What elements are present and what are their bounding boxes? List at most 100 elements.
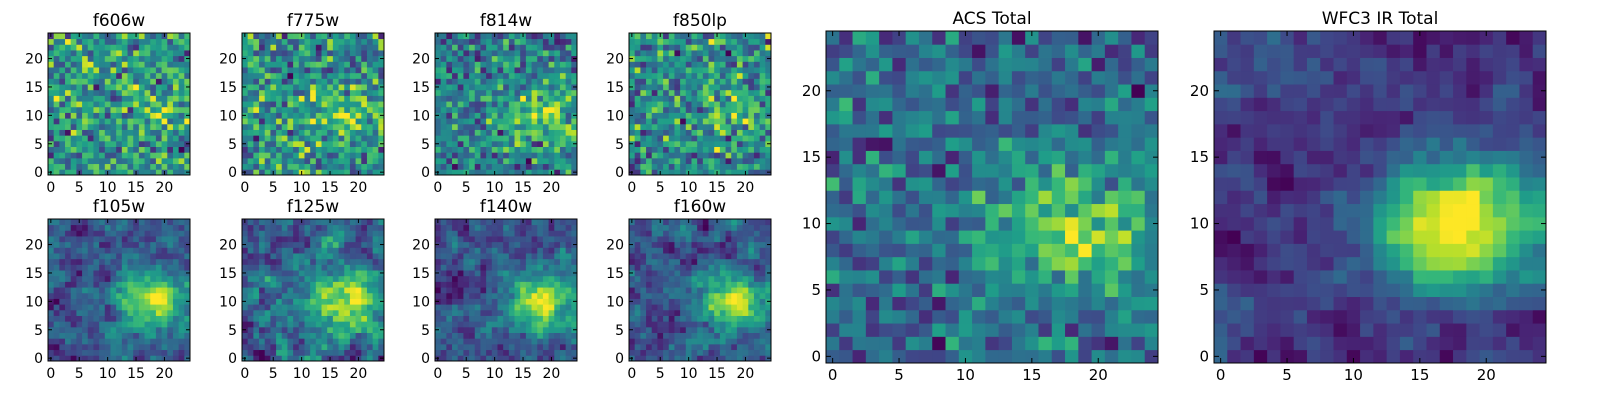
heatmap-cell [503,241,510,248]
heatmap-cell [87,78,94,85]
heatmap-cell [281,163,288,170]
heatmap-cell [435,123,442,130]
heatmap-cell [144,140,151,147]
heatmap-cell [321,247,328,254]
heatmap-cell [725,61,732,68]
heatmap-cell [714,67,721,74]
heatmap-cell [663,343,670,351]
heatmap-cell [76,50,83,57]
heatmap-cell [663,129,670,136]
heatmap-cell [87,146,94,153]
heatmap-cell [349,287,356,294]
heatmap-cell [93,247,100,254]
heatmap-cell [298,326,305,333]
heatmap-cell [327,106,334,113]
heatmap-cell [110,135,117,142]
heatmap-cell [497,61,504,68]
heatmap-cell [469,78,476,85]
heatmap-cell [640,101,647,108]
heatmap-cell [253,112,260,119]
heatmap-cell [293,84,300,91]
heatmap-cell [144,287,151,294]
heatmap-cell [65,146,72,153]
heatmap-cell [548,118,555,125]
heatmap-cell [731,118,738,125]
heatmap-cell [276,118,283,125]
heatmap-cell [559,332,567,339]
heatmap-cell [503,89,510,96]
heatmap-cell [321,123,328,130]
heatmap-cell [542,332,549,339]
heatmap-cell [293,355,300,362]
heatmap-cell [525,338,532,345]
heatmap-cell [491,106,498,113]
heatmap-cell [565,123,572,130]
heatmap-cell [178,55,185,62]
heatmap-cell [514,33,521,40]
heatmap-cell [525,270,532,277]
heatmap-cell [259,219,266,226]
heatmap-cell [542,169,549,176]
heatmap-cell [748,123,755,130]
heatmap-cell [110,315,117,322]
heatmap-cell [338,264,345,271]
heatmap-cell [178,78,185,85]
heatmap-cell [486,332,493,339]
heatmap-cell [759,343,766,351]
heatmap-cell [531,33,538,40]
heatmap-cell [155,309,162,316]
heatmap-cell [110,230,117,237]
heatmap-cell [486,101,493,108]
heatmap-cell [629,338,636,345]
heatmap-cell [663,157,670,165]
heatmap-cell [452,275,459,282]
heatmap-cell [48,275,55,282]
heatmap-cell [634,338,641,345]
heatmap-cell [497,112,504,119]
heatmap-cell [327,338,334,345]
heatmap-cell [82,315,89,322]
heatmap-cell [372,236,379,243]
heatmap-cell [753,315,761,322]
heatmap-cell [452,287,459,294]
heatmap-cell [531,106,538,113]
heatmap-cell [651,55,658,62]
heatmap-cell [349,275,356,282]
heatmap-cell [542,219,549,226]
heatmap-cell [70,298,77,305]
heatmap-cell [366,281,374,288]
heatmap-cell [525,123,532,130]
heatmap-cell [259,44,266,51]
heatmap-cell [53,309,60,316]
heatmap-cell [184,321,191,328]
heatmap-cell [719,61,726,68]
heatmap-cell [571,72,578,79]
heatmap-cell [366,112,374,119]
heatmap-cell [646,275,653,282]
heatmap-cell [349,135,356,142]
x-tick-label: 20 [543,366,561,382]
heatmap-cell [446,241,453,248]
heatmap-cell [480,163,487,170]
heatmap-cell [361,38,368,45]
heatmap-cell [640,355,647,362]
heatmap-cell [372,163,379,170]
heatmap-cell [264,55,271,62]
axes-frame [47,218,191,362]
heatmap-cell [48,224,55,231]
heatmap-cell [99,270,106,277]
heatmap-cell [121,135,128,142]
heatmap-cell [372,253,379,260]
heatmap-cell [680,67,687,74]
heatmap-cell [93,321,100,328]
heatmap-cell [349,157,356,165]
heatmap-cell [765,281,772,288]
heatmap-cell [304,219,311,226]
heatmap-cell [172,50,180,57]
heatmap-cell [508,67,515,74]
heatmap-cell [674,321,681,328]
x-tick-label: 0 [240,180,249,196]
heatmap-cell [321,253,328,260]
heatmap-cell [361,163,368,170]
